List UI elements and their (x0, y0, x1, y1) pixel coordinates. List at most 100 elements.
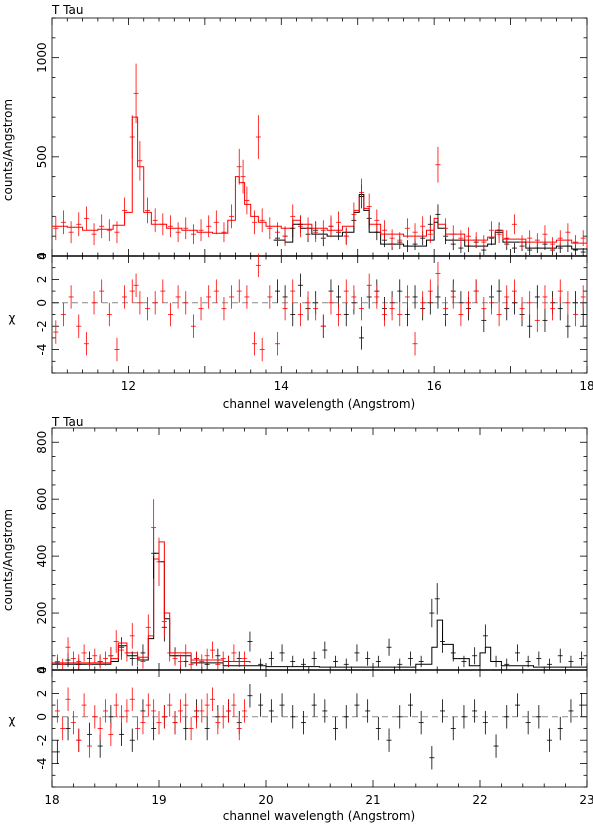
resid-red-point (473, 279, 479, 303)
resid-red-point (198, 296, 204, 321)
resid-y-tick-label: 4 (35, 252, 49, 260)
data-red-point (76, 654, 82, 669)
resid-red-point (53, 320, 59, 344)
data-red-point (145, 614, 151, 641)
resid-red-point (183, 693, 189, 717)
resid-red-point (76, 728, 82, 752)
resid-red-point (488, 291, 494, 315)
data-black-point (579, 651, 585, 666)
data-black-point (322, 641, 328, 659)
data-red-point (328, 215, 334, 238)
resid-red-point (145, 296, 151, 321)
data-red-point (420, 216, 426, 237)
resid-red-point (282, 296, 288, 321)
data-red-point (152, 208, 158, 233)
resid-red-point (129, 279, 135, 303)
y-tick-label: 0 (35, 252, 49, 260)
data-red-point (119, 640, 125, 661)
resid-y-tick-label: -4 (35, 344, 49, 356)
data-red-point (381, 220, 387, 241)
data-black-point (129, 651, 135, 666)
data-red-point (290, 204, 296, 229)
resid-red-point (91, 291, 97, 315)
data-red-point (140, 654, 146, 669)
chart-2-ylabel: counts/Angstrom (1, 509, 15, 611)
resid-red-point (443, 296, 449, 321)
y-tick-label: 1000 (35, 42, 49, 73)
resid-red-series (54, 687, 248, 758)
chart-2-main-panel: 0 200 400 600 800 (35, 427, 588, 674)
data-red-point (557, 230, 563, 247)
resid-red-point (103, 699, 108, 723)
resid-black-point (279, 693, 285, 717)
resid-red-point (92, 705, 98, 729)
data-black-point (375, 655, 381, 668)
resid-black-point (247, 684, 253, 708)
data-red-point (183, 217, 189, 240)
resid-red-point (412, 332, 418, 356)
data-black-series (54, 527, 585, 670)
resid-red-point (290, 279, 296, 303)
data-red-point (83, 206, 89, 231)
resid-black-point (472, 699, 478, 723)
data-red-point (213, 210, 219, 235)
resid-black-point (65, 716, 71, 741)
resid-y-tick-label: -2 (35, 320, 49, 332)
resid-red-point (359, 296, 365, 321)
resid-red-point (542, 285, 548, 309)
resid-black-point (482, 710, 488, 735)
data-red-point (496, 225, 502, 244)
resid-black-point (183, 716, 189, 741)
resid-red-point (167, 302, 173, 327)
x-tick-label: 22 (472, 793, 487, 807)
resid-red-point (231, 693, 237, 717)
data-black-point (311, 651, 317, 666)
resid-red-point (183, 291, 189, 315)
data-red-point (519, 235, 525, 250)
data-black-point (482, 624, 488, 648)
x-tick-label: 21 (365, 793, 380, 807)
data-red-point (580, 230, 586, 247)
x-tick-label: 14 (274, 379, 289, 393)
resid-red-point (381, 302, 387, 327)
resid-black-point (435, 285, 441, 309)
data-red-point (221, 222, 227, 243)
data-red-point (54, 654, 60, 669)
resid-red-point (188, 716, 194, 741)
x-tick-label: 19 (151, 793, 166, 807)
data-red-point (336, 211, 342, 234)
resid-red-point (328, 291, 334, 315)
resid-red-point (68, 285, 74, 309)
resid-red-point (199, 699, 205, 723)
chart-1-main-panel: 0 500 1000 (35, 17, 588, 260)
resid-red-point (244, 285, 250, 309)
resid-black-point (557, 716, 563, 741)
x-tick-label: 16 (427, 379, 442, 393)
data-red-point (458, 230, 464, 247)
data-black-point (268, 651, 274, 666)
data-black-point (397, 658, 403, 670)
resid-red-point (97, 716, 103, 741)
resid-black-point (397, 279, 403, 303)
data-red-point (542, 225, 548, 244)
x-tick-label: 23 (579, 793, 593, 807)
data-red-point (297, 215, 303, 238)
data-red-point (220, 651, 226, 666)
resid-red-point (242, 699, 248, 723)
resid-red-point (466, 291, 472, 315)
data-red-point (226, 655, 232, 668)
data-red-point (156, 537, 162, 587)
data-red-point (534, 233, 540, 248)
chart-2-title: T Tau (51, 415, 83, 429)
data-red-point (175, 222, 181, 243)
data-red-point (573, 235, 579, 250)
data-red-point (129, 623, 135, 649)
data-black-point (247, 631, 253, 652)
data-red-point (91, 223, 97, 246)
resid-red-point (229, 285, 235, 309)
resid-red-point (343, 279, 349, 303)
data-red-point (527, 230, 533, 247)
y-tick-label: 400 (35, 545, 49, 568)
data-red-point (481, 235, 487, 250)
